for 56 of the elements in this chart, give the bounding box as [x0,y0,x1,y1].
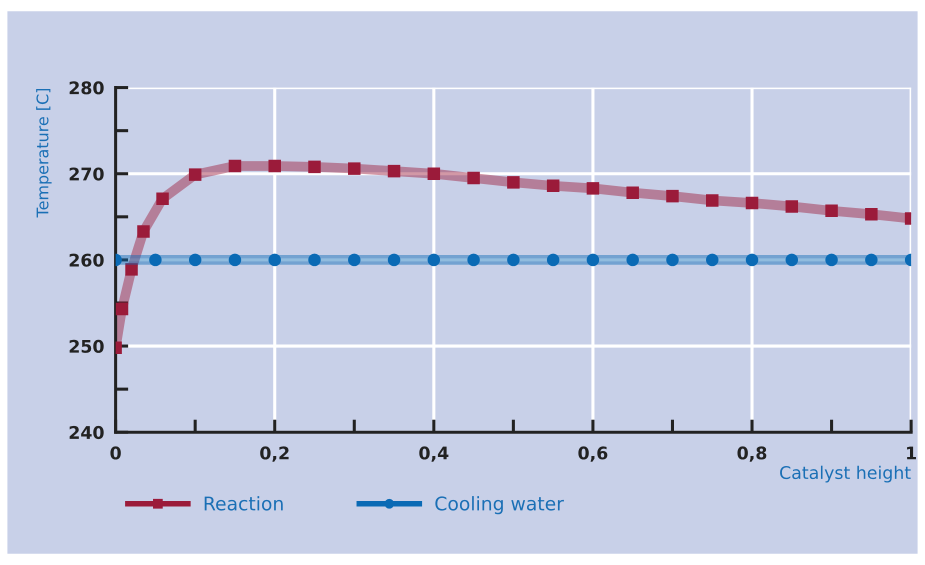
point [825,254,838,266]
point [546,180,560,192]
y-tick-label: 260 [70,254,104,267]
y-tick-label: 250 [70,340,104,353]
point [149,254,162,266]
point [228,254,242,266]
point [348,254,361,266]
point [507,176,520,189]
point [746,254,758,266]
point [268,160,281,172]
x-tick-label: 0,6 [578,446,608,462]
point [626,254,639,266]
x-tick-label: 1 [907,446,916,460]
x-tick-label: 0,8 [737,446,766,462]
x-tick-label: 0 [110,446,121,460]
point [156,192,169,205]
point [137,225,150,238]
point [706,194,718,207]
point [586,254,600,266]
y-axis-title: Temperature [C] [36,88,52,218]
point [467,172,480,184]
point [507,254,520,266]
point [786,200,798,213]
point [125,263,138,276]
point [188,254,202,266]
point [746,196,758,210]
y-tick-label: 270 [70,167,104,181]
point [666,190,679,202]
point [786,254,798,266]
point [388,164,400,178]
point [706,254,718,266]
point [825,204,838,218]
x-tick-label: 0,4 [419,446,448,462]
point [666,254,679,266]
point [428,167,440,180]
x-tick-label: 0,2 [260,446,289,462]
x-axis-title: Catalyst height [780,466,911,482]
point [428,254,440,266]
point [467,254,480,266]
point [865,208,878,220]
legend-label: Reaction [204,496,283,511]
point [188,168,202,181]
point [308,160,321,174]
point [586,182,600,195]
y-tick-label: 240 [70,426,104,440]
point [308,254,321,266]
point [546,254,560,266]
y-tick-label: 280 [70,81,104,94]
legend-label: Cooling water [435,496,564,514]
point [348,162,361,175]
point [626,186,639,199]
point [865,254,878,266]
point [228,160,242,172]
point [388,254,400,266]
point [116,302,128,316]
point [268,254,281,266]
